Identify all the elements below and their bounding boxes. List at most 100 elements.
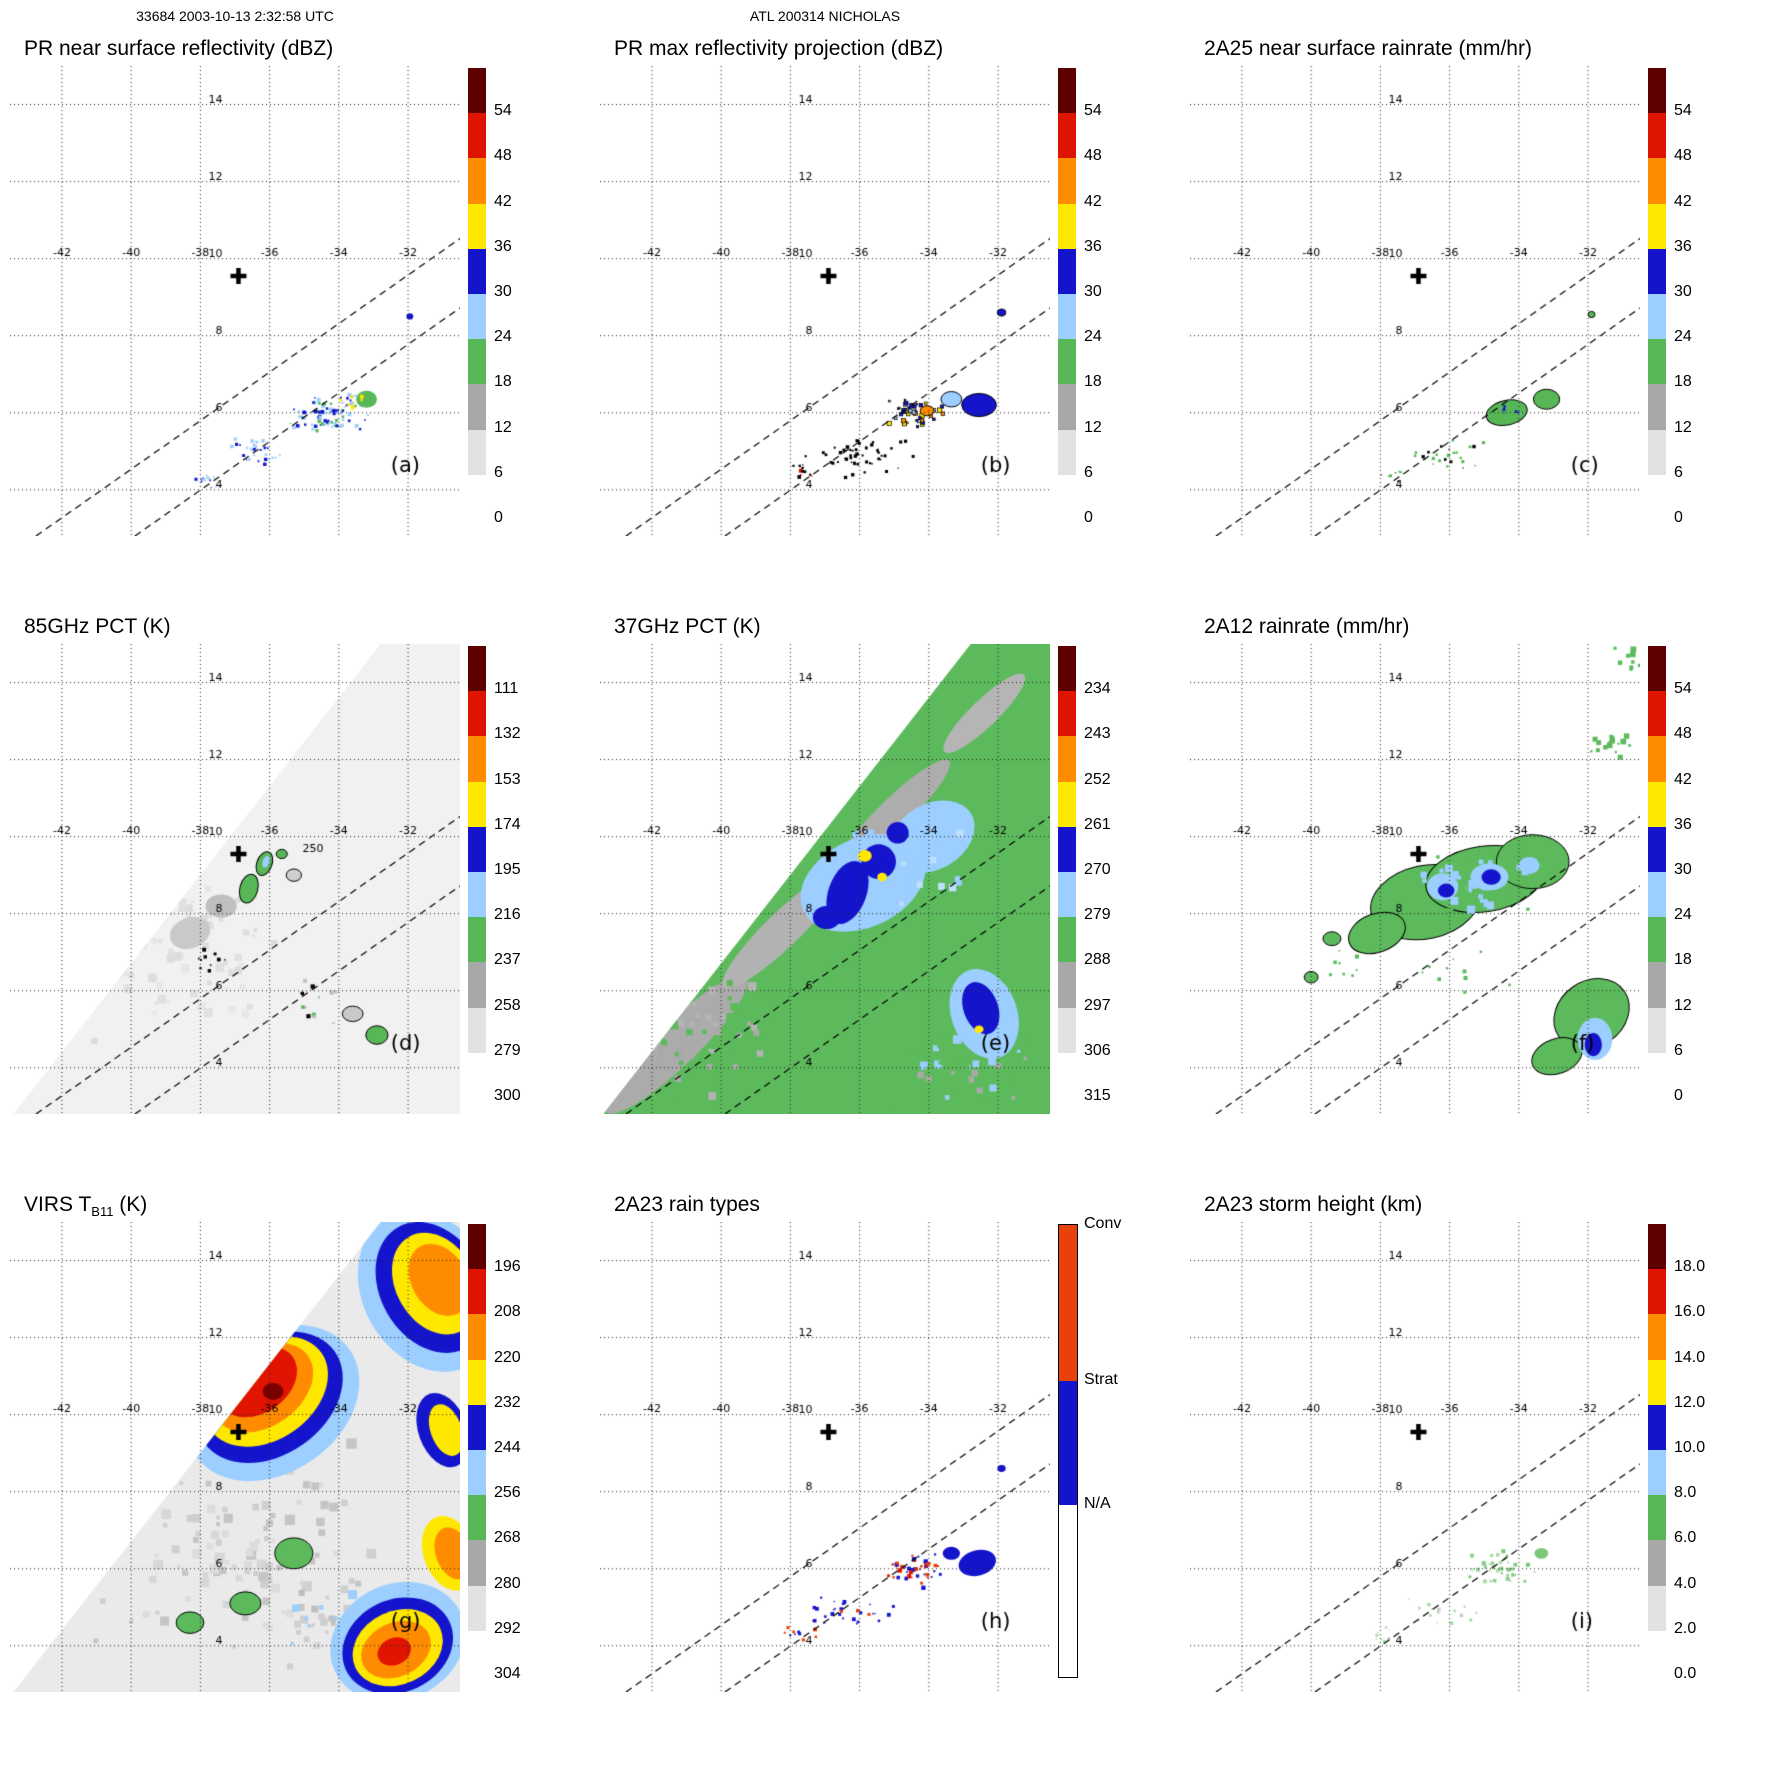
colorbar-tick-label: 0 <box>494 509 503 526</box>
map-canvas-b <box>600 66 1050 536</box>
colorbar-tick-label: 279 <box>494 1041 521 1059</box>
colorbar-segment <box>1058 646 1076 692</box>
colorbar-segment <box>468 474 486 520</box>
colorbar-tick-label: 268 <box>494 1529 521 1547</box>
map-canvas-e <box>600 644 1050 1114</box>
colorbar-segment <box>468 1540 486 1586</box>
colorbar-tick-label: 30 <box>1084 283 1102 300</box>
panel-title-c: 2A25 near surface rainrate (mm/hr) <box>1204 37 1532 60</box>
colorbar-segment <box>1648 917 1666 963</box>
colorbar-segment <box>468 1314 486 1360</box>
colorbar-segment <box>1058 113 1076 159</box>
colorbar-tick-label: 54 <box>1674 102 1692 120</box>
colorbar-segment <box>1648 474 1666 520</box>
colorbar-tick-label: 252 <box>1084 770 1111 788</box>
colorbar-tick-label: 196 <box>494 1258 521 1276</box>
colorbar-tick-label: 6 <box>1674 463 1683 481</box>
colorbar-tick-label: 132 <box>494 725 521 743</box>
colorbar-tick-label: 0 <box>1674 1087 1683 1104</box>
colorbar-segment <box>468 917 486 963</box>
colorbar-segment <box>1648 781 1666 827</box>
colorbar-segment <box>1648 248 1666 294</box>
colorbar-tick-label: 12 <box>1084 418 1102 436</box>
colorbar-tick-label: 14.0 <box>1674 1348 1706 1366</box>
colorbar-tick-label: 36 <box>1674 815 1692 833</box>
colorbar-tick-label: 288 <box>1084 951 1111 969</box>
colorbar-segment <box>468 203 486 249</box>
colorbar-tick-label: 280 <box>494 1574 521 1592</box>
colorbar-tick-label: 18 <box>1084 373 1102 391</box>
colorbar-segment <box>1648 1630 1666 1676</box>
colorbar-segment <box>468 1007 486 1053</box>
colorbar-segment <box>1058 962 1076 1008</box>
colorbar-segment <box>1058 1007 1076 1053</box>
colorbar-segment <box>1648 339 1666 385</box>
colorbar-segment <box>1058 736 1076 782</box>
colorbar-segment <box>468 1224 486 1270</box>
colorbar-b: 54 48 42 36 30 24 18 12 6 0 <box>1058 66 1170 536</box>
colorbar-segment <box>468 68 486 114</box>
panel-title-e: 37GHz PCT (K) <box>614 615 761 638</box>
colorbar-segment <box>1058 203 1076 249</box>
colorbar-tick-label: 234 <box>1084 680 1111 698</box>
panel-g: VIRS TB11 (K) 196 208 220 232 244 256 268 280 29… <box>0 1190 590 1750</box>
colorbar-segment <box>1648 736 1666 782</box>
map-canvas-i <box>1190 1222 1640 1692</box>
colorbar-tick-label: 12.0 <box>1674 1393 1706 1411</box>
colorbar-tick-label: 111 <box>494 680 519 698</box>
colorbar-tick-label: 30 <box>1674 861 1692 878</box>
colorbar-tick-label: 8.0 <box>1674 1484 1697 1502</box>
colorbar-bar <box>1648 68 1666 520</box>
colorbar-tick-label: 12 <box>494 418 512 436</box>
panel-a: PR near surface reflectivity (dBZ) 54 48 4… <box>0 34 590 594</box>
panel-title-g-subscript: B11 <box>91 1204 114 1220</box>
colorbar-segment <box>468 1359 486 1405</box>
colorbar-segment <box>1058 339 1076 385</box>
colorbar-tick-label: 4.0 <box>1674 1574 1697 1592</box>
colorbar-tick-label: 6 <box>1674 1041 1683 1059</box>
colorbar-tick-label: 244 <box>494 1439 521 1456</box>
map-canvas-a <box>10 66 460 536</box>
colorbar-tick-label: 297 <box>1084 996 1111 1014</box>
panel-title-g-pre: VIRS T <box>24 1193 92 1216</box>
panel-title-i: 2A23 storm height (km) <box>1204 1193 1423 1216</box>
colorbar-tick-label: 54 <box>494 102 512 120</box>
colorbar-segment <box>1648 1449 1666 1496</box>
colorbar-tick-label: 153 <box>494 770 521 788</box>
colorbar-segment <box>468 1449 486 1496</box>
panel-title-h: 2A23 rain types <box>614 1193 760 1216</box>
colorbar-tick-label: 0.0 <box>1674 1665 1697 1682</box>
colorbar-tick-label: Strat <box>1084 1370 1118 1388</box>
colorbar-tick-label: 48 <box>1674 725 1692 743</box>
map-canvas-d <box>10 644 460 1114</box>
colorbar-tick-label: 195 <box>494 861 521 878</box>
colorbar-tick-label: 24 <box>494 328 512 346</box>
colorbar-tick-label: 54 <box>1084 102 1102 120</box>
colorbar-segment <box>1648 1359 1666 1405</box>
colorbar-tick-label: 42 <box>1674 192 1692 210</box>
panel-h: 2A23 rain types Conv Strat N/A <box>590 1190 1180 1750</box>
colorbar-segment <box>1058 691 1076 737</box>
colorbar-segment <box>468 113 486 159</box>
colorbar-tick-label: 36 <box>1674 237 1692 255</box>
colorbar-tick-label: 36 <box>1084 237 1102 255</box>
colorbar-tick-label: 42 <box>494 192 512 210</box>
colorbar-segment <box>1648 68 1666 114</box>
colorbar-segment <box>1058 158 1076 204</box>
panel-title-b: PR max reflectivity projection (dBZ) <box>614 37 944 60</box>
colorbar-segment <box>468 158 486 204</box>
colorbar-segment <box>468 384 486 430</box>
colorbar-segment <box>468 1404 486 1450</box>
colorbar-segment <box>468 962 486 1008</box>
colorbar-tick-label: 24 <box>1674 328 1692 346</box>
colorbar-tick-label: 220 <box>494 1348 521 1366</box>
colorbar-segment <box>1648 646 1666 692</box>
colorbar-bar <box>1648 646 1666 1098</box>
colorbar-tick-label: 232 <box>494 1393 521 1411</box>
colorbar-segment <box>468 1630 486 1676</box>
colorbar-tick-label: 48 <box>1674 147 1692 165</box>
colorbar-tick-label: 12 <box>1674 418 1692 436</box>
colorbar-segment <box>468 691 486 737</box>
storm-name-header: ATL 200314 NICHOLAS <box>749 8 901 24</box>
